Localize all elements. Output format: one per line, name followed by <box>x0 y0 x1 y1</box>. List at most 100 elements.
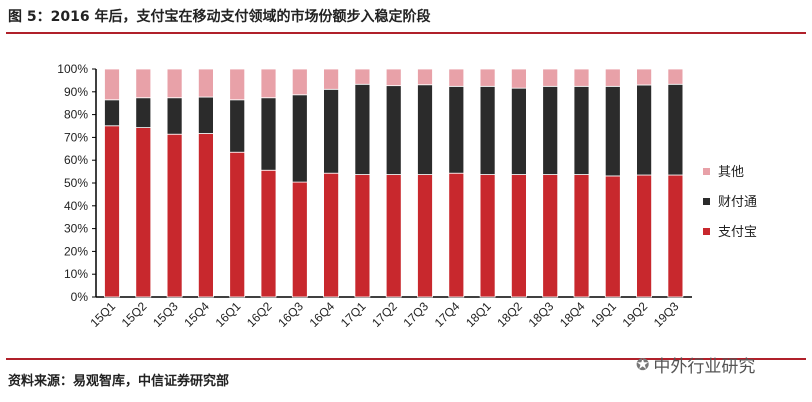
watermark: ✪ 中外行业研究 <box>636 352 755 377</box>
bar-segment <box>385 85 402 175</box>
x-tick-label: 17Q2 <box>369 299 400 330</box>
bar-segment <box>166 68 183 99</box>
bar-segment <box>604 85 621 177</box>
y-tick-label: 70% <box>64 130 88 144</box>
bar-segment <box>354 174 371 298</box>
bar-segment <box>166 97 183 135</box>
x-tick-label: 19Q1 <box>588 299 619 330</box>
bar-segment <box>448 172 465 298</box>
bar-segment <box>510 87 527 175</box>
y-tick-label: 10% <box>64 267 88 281</box>
bar-segment <box>417 174 433 298</box>
x-tick-label: 19Q3 <box>651 299 682 330</box>
x-tick-label: 18Q4 <box>557 299 588 330</box>
bar-segment <box>104 125 120 298</box>
bar-segment <box>510 174 527 298</box>
y-tick-label: 90% <box>64 85 88 99</box>
x-tick-label: 18Q2 <box>494 299 525 330</box>
y-tick-label: 80% <box>64 108 88 122</box>
bar-segment <box>229 151 246 298</box>
bar-segment <box>260 97 277 171</box>
bar-segment <box>479 174 496 298</box>
footer-rule <box>6 358 806 360</box>
y-tick-label: 30% <box>64 222 88 236</box>
bar-segment <box>291 181 308 298</box>
bar-segment <box>542 174 559 298</box>
y-tick-label: 100% <box>57 62 88 76</box>
bar-segment <box>260 169 277 298</box>
bar-segment <box>667 83 684 176</box>
bar-segment <box>667 174 684 298</box>
source-note: 资料来源：易观智库，中信证券研究部 <box>8 374 230 389</box>
legend-label: 其他 <box>718 164 744 179</box>
bar-segment <box>604 175 621 298</box>
bar-segment <box>229 99 246 153</box>
bar-segment <box>479 85 496 175</box>
title-rule <box>6 32 806 34</box>
bar-segment <box>323 68 340 90</box>
x-tick-label: 16Q3 <box>275 299 306 330</box>
stacked-bar-chart: 0%10%20%30%40%50%60%70%80%90%100%15Q1 15Q… <box>57 62 757 330</box>
bar-segment <box>417 84 433 175</box>
legend-label: 财付通 <box>718 194 757 209</box>
wechat-icon: ✪ <box>636 355 650 374</box>
bar-segment <box>323 88 340 174</box>
bar-segment <box>636 68 652 86</box>
y-tick-label: 60% <box>64 153 88 167</box>
x-tick-label: 18Q1 <box>463 299 494 330</box>
bar-segment <box>354 83 371 175</box>
bar-segment <box>197 68 214 98</box>
bar-segment <box>197 133 214 298</box>
bar-segment <box>510 68 527 89</box>
y-tick-label: 0% <box>71 290 89 304</box>
x-tick-label: 18Q3 <box>526 299 557 330</box>
x-tick-label: 19Q2 <box>620 299 651 330</box>
y-tick-label: 20% <box>64 244 88 258</box>
bar-segment <box>385 174 402 298</box>
bar-segment <box>166 133 183 298</box>
y-tick-label: 40% <box>64 199 88 213</box>
x-tick-label: 15Q3 <box>150 299 181 330</box>
bar-segment <box>448 68 465 87</box>
bar-segment <box>479 68 496 87</box>
bar-segment <box>667 68 684 85</box>
bar-segment <box>542 85 559 175</box>
bar-segment <box>604 68 621 87</box>
x-tick-label: 16Q1 <box>213 299 244 330</box>
bar-segment <box>448 85 465 174</box>
bar-segment <box>104 68 120 101</box>
y-tick-label: 50% <box>64 176 88 190</box>
bar-segment <box>417 68 433 86</box>
bar-segment <box>229 68 246 101</box>
bar-segment <box>291 68 308 96</box>
x-tick-label: 15Q2 <box>119 299 150 330</box>
bar-segment <box>385 68 402 87</box>
legend-label: 支付宝 <box>718 224 757 239</box>
x-tick-label: 16Q2 <box>244 299 275 330</box>
bar-segment <box>104 99 120 127</box>
legend-swatch <box>703 168 710 175</box>
bar-segment <box>573 85 590 175</box>
x-tick-label: 16Q4 <box>307 299 338 330</box>
x-tick-label: 17Q1 <box>338 299 369 330</box>
legend-swatch <box>703 228 710 235</box>
bar-segment <box>260 68 277 99</box>
bar-segment <box>542 68 559 87</box>
figure-title: 图 5：2016 年后，支付宝在移动支付领域的市场份额步入稳定阶段 <box>8 9 431 25</box>
bar-segment <box>354 68 371 85</box>
x-tick-label: 15Q1 <box>87 299 118 330</box>
bar-segment <box>135 68 152 99</box>
legend-swatch <box>703 198 710 205</box>
bar-segment <box>573 68 590 87</box>
bar-segment <box>291 94 308 183</box>
bar-segment <box>636 84 652 176</box>
bar-segment <box>636 174 652 298</box>
bar-segment <box>573 174 590 298</box>
bar-segment <box>323 172 340 298</box>
watermark-text: 中外行业研究 <box>653 357 756 377</box>
x-tick-label: 17Q3 <box>400 299 431 330</box>
bar-segment <box>135 97 152 128</box>
x-tick-label: 17Q4 <box>432 299 463 330</box>
bar-segment <box>197 96 214 134</box>
